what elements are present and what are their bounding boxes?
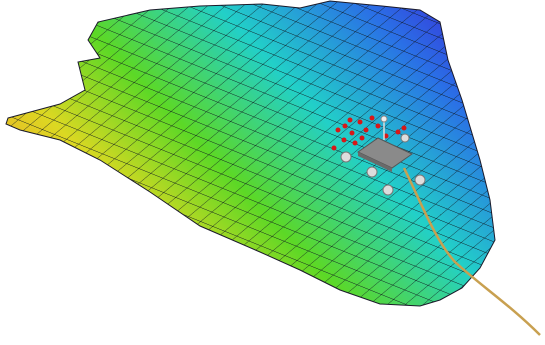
terrain-scene: [0, 0, 545, 345]
terrain-mesh: [0, 0, 545, 345]
